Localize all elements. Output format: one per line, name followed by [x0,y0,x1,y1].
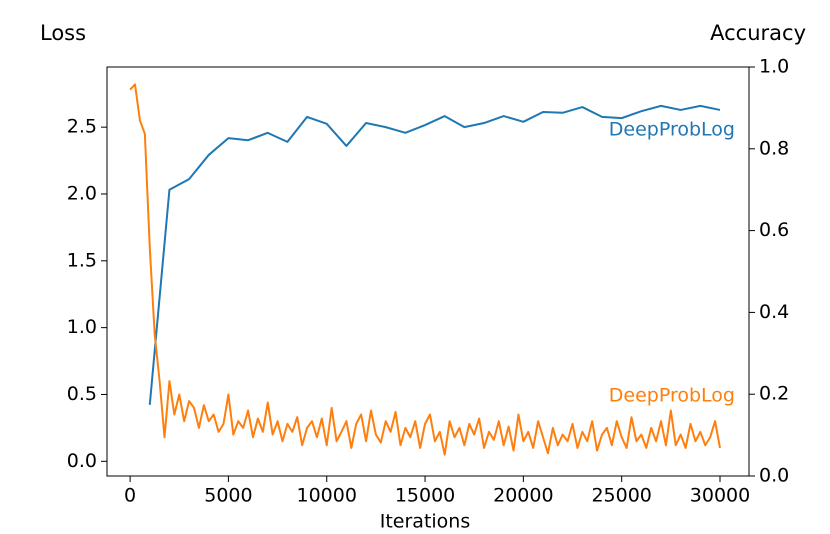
x-tick-label: 0 [124,485,136,507]
x-tick-label: 10000 [297,485,357,507]
y2-tick-label: 0.6 [759,219,789,241]
y-tick-label: 0.0 [67,450,97,472]
series-label: DeepProbLog [609,384,735,406]
y-tick-label: 1.0 [67,316,97,338]
y-tick-label: 0.5 [67,383,97,405]
x-axis-label: Iterations [380,511,471,533]
plot-frame [106,66,750,477]
x-tick-label: 15000 [395,485,455,507]
x-tick-label: 20000 [493,485,553,507]
y2-tick-label: 0.0 [759,465,789,487]
y2-tick-label: 0.4 [759,301,789,323]
series-label: DeepProbLog [609,118,735,140]
x-tick-label: 25000 [591,485,651,507]
x-tick-label: 30000 [690,485,750,507]
y-tick-label: 1.5 [67,249,97,271]
y-axis-label: Loss [40,21,86,45]
x-tick-label: 5000 [204,485,252,507]
y2-tick-label: 1.0 [759,56,789,78]
y2-tick-label: 0.2 [759,383,789,405]
y2-tick-label: 0.8 [759,137,789,159]
y2-axis-label: Accuracy [710,21,806,45]
y-tick-label: 2.0 [67,182,97,204]
line-series [129,83,721,456]
line-series [148,104,721,405]
y-tick-label: 2.5 [67,116,97,138]
